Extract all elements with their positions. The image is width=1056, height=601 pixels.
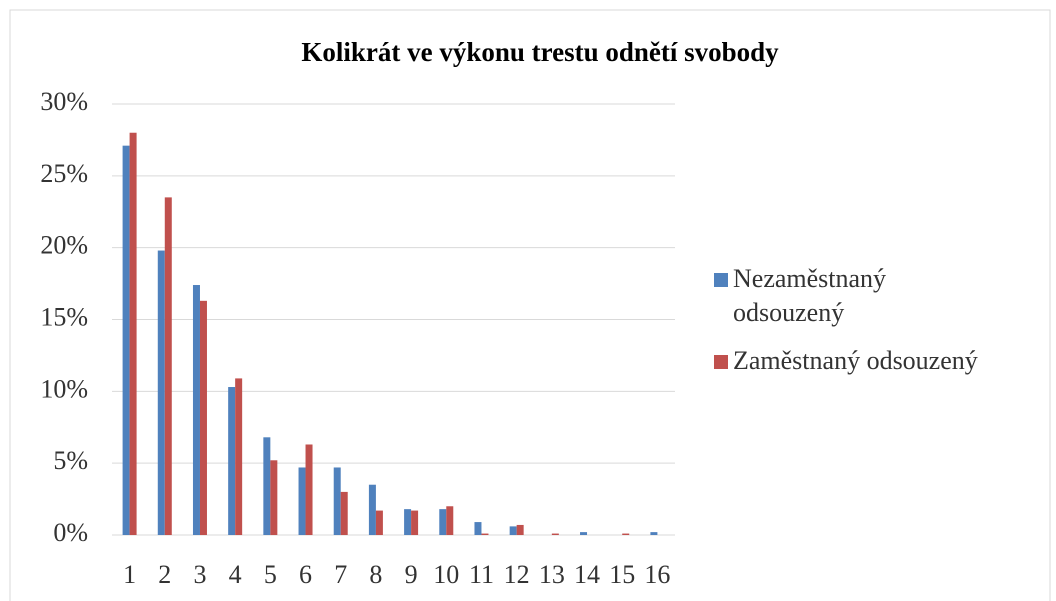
bar [516,524,524,535]
x-tick-label: 3 [193,560,206,589]
bar [199,300,207,535]
x-tick-label: 6 [299,560,312,589]
bar [509,526,517,535]
bar [129,132,137,535]
y-tick-label: 0% [53,518,88,547]
x-tick-label: 7 [334,560,347,589]
legend: Nezaměstnaný odsouzený Zaměstnaný odsouze… [714,262,1054,392]
bar [404,509,412,535]
chart-title: Kolikrát ve výkonu trestu odnětí svobody [301,37,779,67]
bar [439,509,447,535]
y-tick-label: 25% [40,159,88,188]
x-tick-label: 4 [229,560,242,589]
y-tick-label: 5% [53,446,88,475]
bar [122,145,130,535]
bar [270,460,278,535]
y-tick-label: 15% [40,302,88,331]
x-tick-label: 13 [539,560,565,589]
legend-item: Nezaměstnaný odsouzený [714,262,1054,330]
bar [446,506,454,535]
bar [368,484,376,535]
x-tick-label: 10 [433,560,459,589]
bar [340,491,348,535]
bar [411,510,419,535]
bar [298,467,306,535]
bar [474,522,482,535]
y-tick-label: 20% [40,231,88,260]
bar [228,387,236,535]
x-tick-label: 15 [609,560,635,589]
bar [263,437,271,535]
x-tick-label: 8 [369,560,382,589]
bar [551,533,559,535]
bar [650,532,658,535]
x-tick-label: 16 [644,560,670,589]
x-tick-label: 9 [405,560,418,589]
x-tick-label: 1 [123,560,136,589]
bar [622,533,630,535]
legend-item: Zaměstnaný odsouzený [714,344,1054,378]
bar [192,285,200,535]
x-tick-label: 5 [264,560,277,589]
y-tick-label: 10% [40,374,88,403]
bar [580,532,588,535]
bar [333,467,341,535]
x-tick-label: 2 [158,560,171,589]
bar [305,444,313,535]
bar [164,197,172,535]
chart-border [9,9,1051,601]
legend-swatch [714,273,728,287]
x-tick-label: 14 [574,560,600,589]
legend-label: Nezaměstnaný odsouzený [733,264,887,327]
bar [157,250,165,536]
x-tick-label: 12 [504,560,530,589]
legend-label: Zaměstnaný odsouzený [733,346,978,375]
bar [375,510,383,535]
y-tick-label: 30% [40,87,88,116]
x-tick-label: 11 [469,560,494,589]
legend-swatch [714,355,728,369]
bar [235,378,243,535]
bar [481,533,489,535]
